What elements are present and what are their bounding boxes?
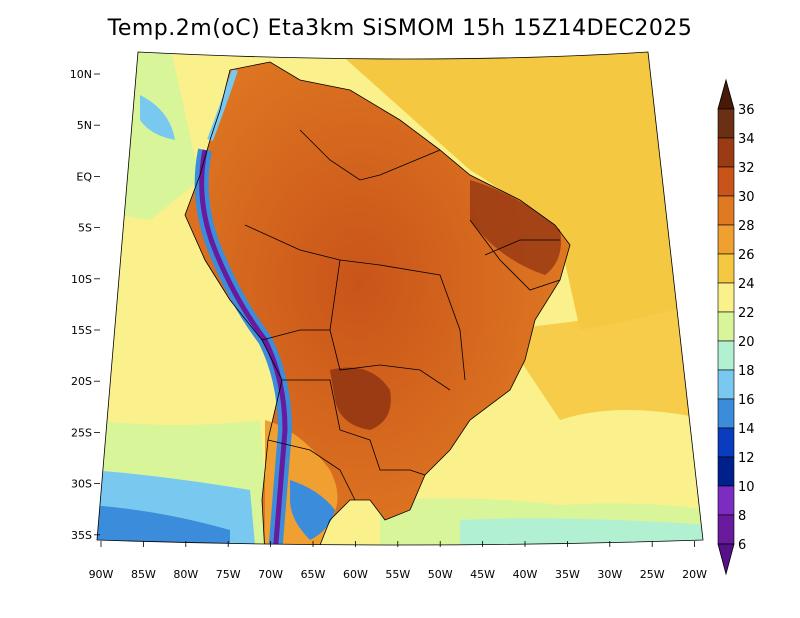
colorbar-label: 30 bbox=[738, 190, 755, 205]
ocean-colder-pacific bbox=[97, 505, 230, 545]
colorbar-label: 20 bbox=[738, 335, 755, 350]
lon-tick-label: 45W bbox=[470, 568, 495, 581]
country-borders bbox=[184, 61, 571, 545]
colorbar-label: 26 bbox=[738, 248, 755, 263]
colorbar-swatch bbox=[717, 311, 735, 342]
lon-tick-label: 85W bbox=[131, 568, 156, 581]
colorbar-label: 12 bbox=[738, 451, 755, 466]
lat-tick-label: 5N bbox=[77, 119, 92, 132]
latitude-axis: 10N 5N EQ 5S 10S 15S 20S 25S 30S 35S bbox=[70, 68, 100, 542]
colorbar-label: 32 bbox=[738, 161, 755, 176]
lon-tick-label: 80W bbox=[173, 568, 198, 581]
colorbar-label: 34 bbox=[738, 132, 755, 147]
colorbar-label: 10 bbox=[738, 480, 755, 495]
cold-patch-patagonia bbox=[290, 480, 335, 540]
map-frame bbox=[96, 51, 704, 546]
lat-tick-label: 20S bbox=[71, 375, 92, 388]
colorbar-swatch bbox=[717, 282, 735, 313]
lon-tick-label: 35W bbox=[555, 568, 580, 581]
lon-tick-label: 90W bbox=[89, 568, 114, 581]
colorbar-swatch bbox=[717, 398, 735, 429]
colorbar-swatch bbox=[717, 485, 735, 516]
lat-tick-label: 25S bbox=[71, 426, 92, 439]
colorbar-label: 36 bbox=[738, 103, 755, 118]
longitude-axis: 90W 85W 80W 75W 70W 65W 60W 55W 50W 45W 40W 35W 30W 2… bbox=[89, 541, 707, 581]
colorbar-label: 28 bbox=[738, 219, 755, 234]
colorbar-label: 18 bbox=[738, 364, 755, 379]
lon-tick-label: 30W bbox=[597, 568, 622, 581]
lon-tick-label: 75W bbox=[216, 568, 241, 581]
ocean-cold-patch bbox=[140, 95, 175, 140]
lat-tick-label: 10S bbox=[71, 273, 92, 286]
colorbar-swatch bbox=[717, 195, 735, 226]
colorbar-label: 16 bbox=[738, 393, 755, 408]
lon-tick-label: 65W bbox=[301, 568, 326, 581]
lat-tick-label: 30S bbox=[71, 478, 92, 491]
colorbar-swatch bbox=[717, 427, 735, 458]
colorbar-swatch bbox=[717, 137, 735, 168]
lon-tick-label: 25W bbox=[640, 568, 665, 581]
colorbar-swatch bbox=[717, 166, 735, 197]
colorbar-swatch bbox=[717, 514, 735, 545]
lon-tick-label: 60W bbox=[343, 568, 368, 581]
colorbar-swatch bbox=[717, 253, 735, 284]
colorbar-label: 8 bbox=[738, 509, 746, 524]
lat-tick-label: 10N bbox=[70, 68, 92, 81]
lon-tick-label: 70W bbox=[258, 568, 283, 581]
ocean-coolest-south bbox=[460, 518, 703, 545]
colorbar-swatch bbox=[717, 369, 735, 400]
lat-tick-label: EQ bbox=[76, 170, 92, 183]
ocean-warm-atlantic bbox=[330, 52, 703, 330]
lon-tick-label: 40W bbox=[513, 568, 538, 581]
ocean-warm-south-atlantic bbox=[500, 300, 703, 420]
colorbar-label: 6 bbox=[738, 538, 746, 553]
colorbar-swatch bbox=[717, 456, 735, 487]
lat-tick-label: 35S bbox=[71, 529, 92, 542]
lat-tick-label: 5S bbox=[78, 222, 92, 235]
lon-tick-label: 55W bbox=[385, 568, 410, 581]
colorbar-swatch bbox=[717, 340, 735, 371]
colorbar-label: 14 bbox=[738, 422, 755, 437]
lat-tick-label: 15S bbox=[71, 324, 92, 337]
lon-tick-label: 20W bbox=[682, 568, 707, 581]
andes-coldest-ridge bbox=[199, 149, 288, 545]
hot-spot-paraguay bbox=[330, 367, 391, 430]
hot-spot-northeast bbox=[470, 180, 561, 275]
map-area bbox=[97, 52, 703, 545]
colorbar-top-triangle bbox=[717, 78, 735, 110]
colorbar-label: 24 bbox=[738, 277, 755, 292]
colorbar-swatch bbox=[717, 224, 735, 255]
lon-tick-label: 50W bbox=[428, 568, 453, 581]
figure-title: Temp.2m(oC) Eta3km SiSMOM 15h 15Z14DEC20… bbox=[107, 16, 693, 41]
colorbar: 36 34 32 30 28 26 24 22 20 18 16 14 12 10 8 6 bbox=[717, 78, 755, 576]
colorbar-label: 22 bbox=[738, 306, 755, 321]
colorbar-swatch bbox=[717, 108, 735, 139]
colorbar-bottom-triangle bbox=[717, 543, 735, 576]
